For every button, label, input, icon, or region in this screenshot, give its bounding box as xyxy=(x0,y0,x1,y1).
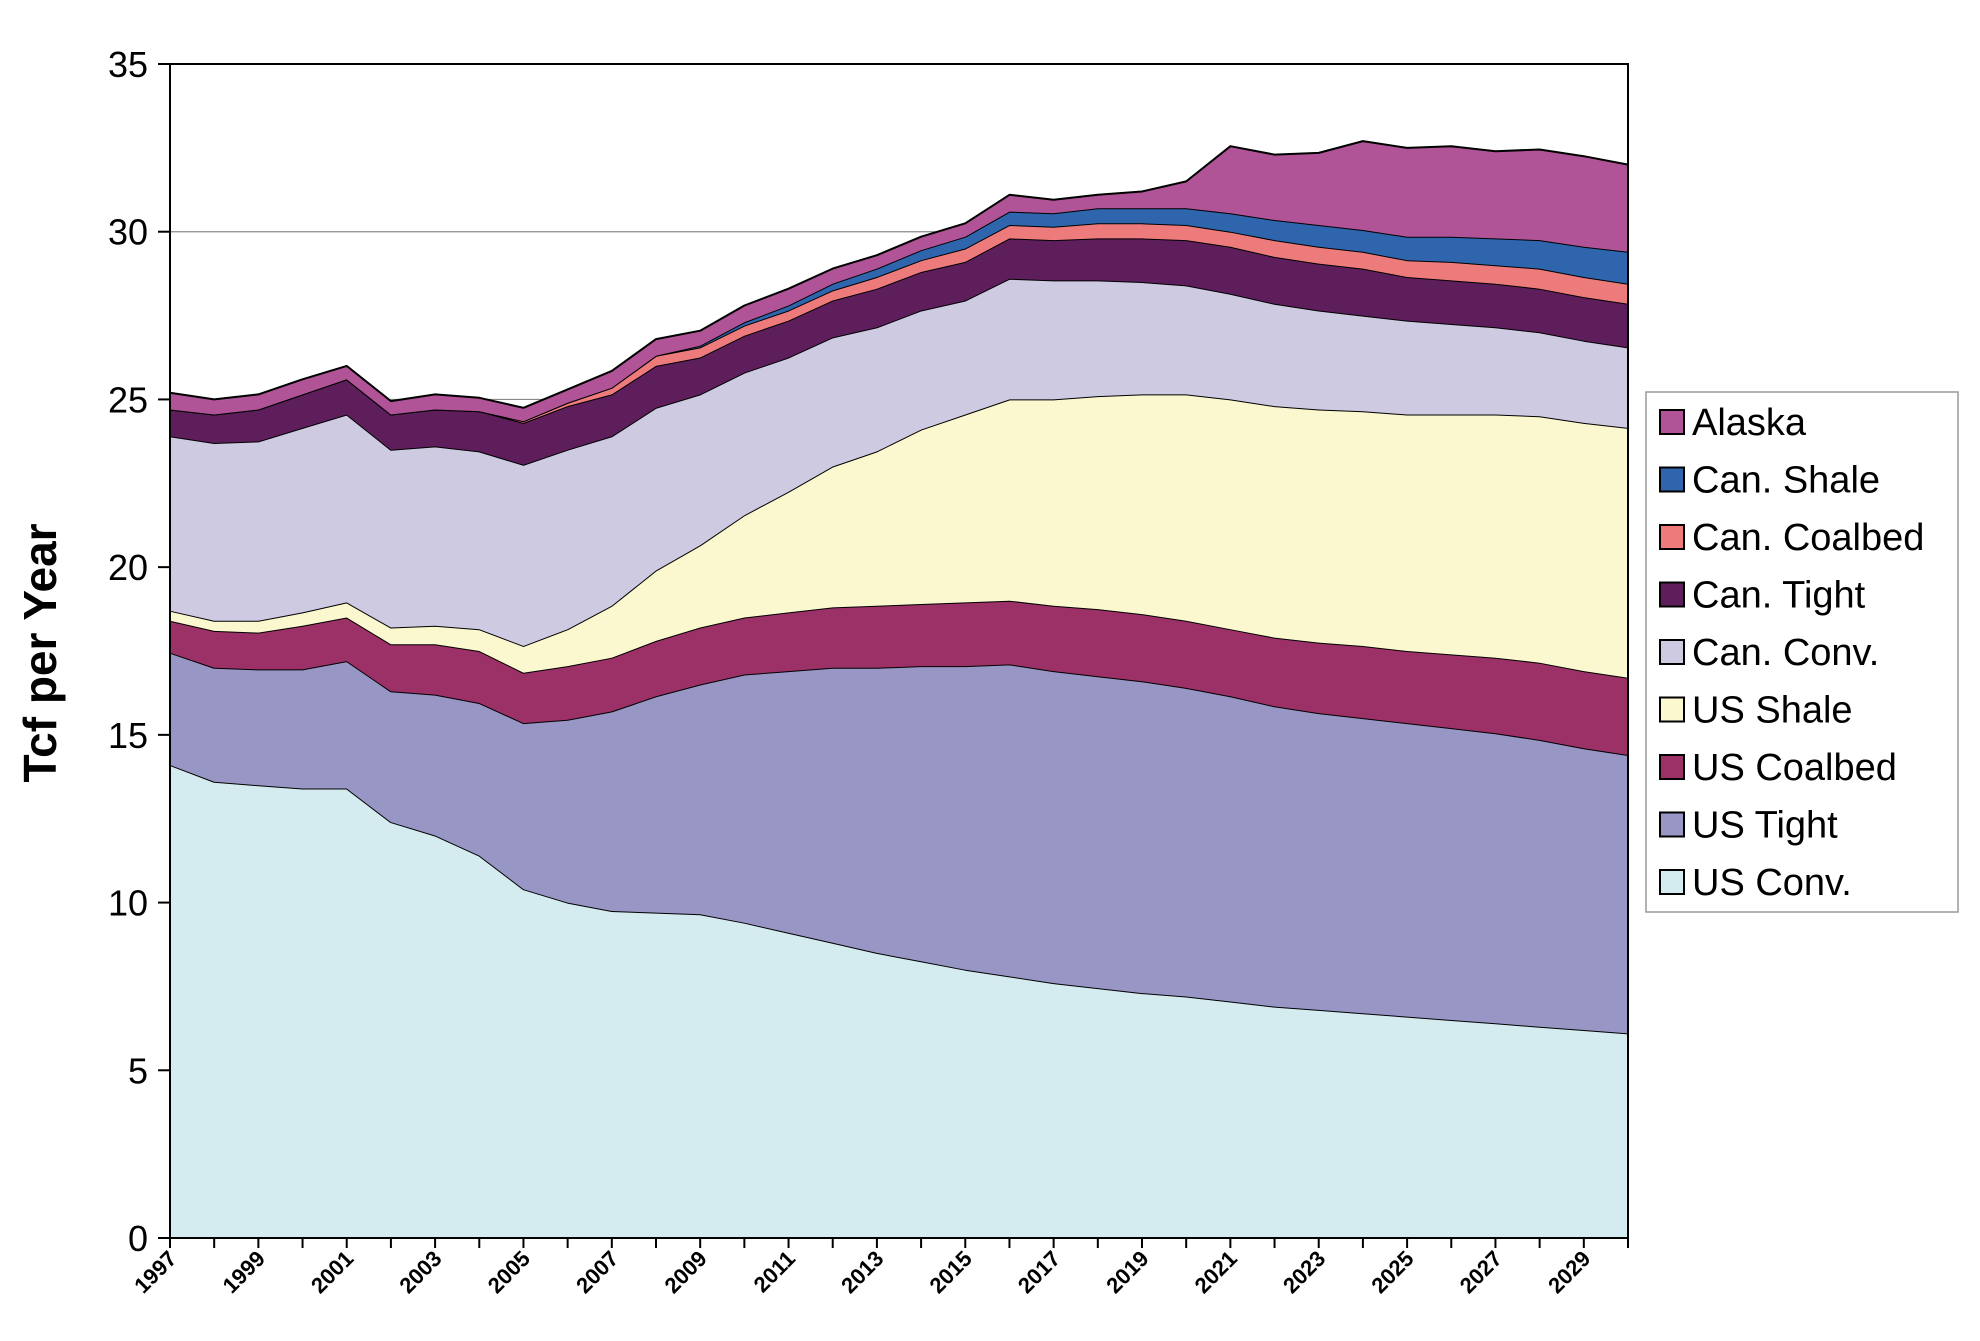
legend-swatch-can-conv xyxy=(1659,639,1685,665)
x-tick-label: 2017 xyxy=(1013,1246,1065,1298)
legend-box xyxy=(1645,391,1959,913)
legend-swatch-us-tight xyxy=(1659,811,1685,838)
legend-swatch-us-shale xyxy=(1659,696,1685,723)
area-us-coalbed xyxy=(170,600,1628,755)
area-us-conv xyxy=(170,765,1628,1238)
y-tick-label: 10 xyxy=(108,883,148,924)
x-tick-label: 2009 xyxy=(659,1246,711,1298)
legend-label-can-shale: Can. Shale xyxy=(1692,460,1880,502)
legend-swatch-us-conv xyxy=(1659,869,1685,895)
y-tick-label: 25 xyxy=(108,379,148,420)
legend-label-can-coalbed: Can. Coalbed xyxy=(1692,517,1924,559)
legend-label-us-coalbed: US Coalbed xyxy=(1692,747,1897,789)
x-tick-label: 2029 xyxy=(1543,1246,1595,1298)
y-tick-label: 0 xyxy=(128,1218,148,1259)
plot-frame xyxy=(169,63,1629,1239)
x-tick-label: 1999 xyxy=(218,1246,270,1298)
x-tick-label: 2019 xyxy=(1101,1246,1153,1298)
legend-label-can-conv: Can. Conv. xyxy=(1692,632,1879,674)
y-tick-label: 35 xyxy=(108,44,148,85)
y-axis-label: Tcf per Year xyxy=(14,523,66,782)
x-axis: 1997 1999 2001 2003 2005 2007 2009 2011 2013 2015… xyxy=(129,1238,1629,1298)
x-tick-label: 2003 xyxy=(394,1246,446,1298)
series-areas xyxy=(169,140,1629,1238)
legend-swatch-alaska xyxy=(1659,409,1685,435)
x-tick-label: 2027 xyxy=(1455,1246,1507,1298)
legend-label-alaska: Alaska xyxy=(1692,402,1807,444)
legend-label-us-conv: US Conv. xyxy=(1692,862,1852,904)
x-tick-label: 2013 xyxy=(836,1246,888,1298)
x-tick-label: 2025 xyxy=(1366,1246,1418,1298)
x-tick-label: 2021 xyxy=(1190,1246,1242,1298)
y-tick-label: 20 xyxy=(108,547,148,588)
legend: Alaska Can. Shale Can. Coalbed Can. Tight Ca… xyxy=(1645,391,1959,913)
y-tick-label: 30 xyxy=(108,212,148,253)
x-tick-label: 2011 xyxy=(749,1246,800,1297)
area-us-shale xyxy=(170,394,1628,678)
y-tick-label: 5 xyxy=(128,1050,148,1091)
area-us-tight xyxy=(170,652,1628,1034)
legend-label-can-tight: Can. Tight xyxy=(1692,575,1866,617)
y-axis: 0 5 10 15 20 25 30 35 xyxy=(108,44,170,1259)
area-outline-alaska xyxy=(169,140,1629,409)
legend-label-us-tight: US Tight xyxy=(1692,805,1838,847)
x-tick-label: 2023 xyxy=(1278,1246,1330,1298)
x-tick-label: 2001 xyxy=(306,1246,358,1298)
area-can-tight xyxy=(170,238,1628,465)
legend-swatch-us-coalbed xyxy=(1659,754,1685,780)
legend-swatch-can-coalbed xyxy=(1659,524,1685,550)
legend-swatch-can-shale xyxy=(1659,466,1685,493)
legend-swatch-can-tight xyxy=(1659,581,1685,608)
x-tick-label: 2005 xyxy=(483,1246,535,1298)
legend-label-us-shale: US Shale xyxy=(1692,690,1853,732)
area-alaska xyxy=(170,141,1628,422)
x-tick-label: 2007 xyxy=(571,1246,623,1298)
x-tick-label: 2015 xyxy=(925,1246,977,1298)
y-tick-label: 15 xyxy=(108,715,148,756)
area-can-conv xyxy=(170,278,1628,646)
